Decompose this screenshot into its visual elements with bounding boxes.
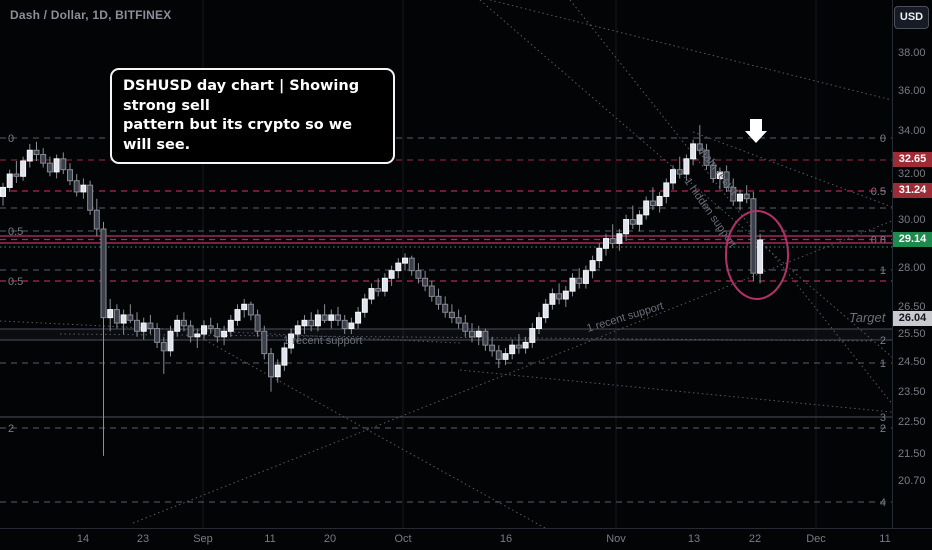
candlestick-series: [0, 125, 764, 456]
time-axis-tick: Oct: [394, 533, 412, 545]
time-axis-tick: 16: [499, 533, 513, 545]
last-price-tag: 29.14: [893, 232, 932, 248]
time-axis-tick: Sep: [193, 533, 213, 545]
price-axis-tick: 32.00: [898, 168, 926, 181]
drawing-text-label: Target: [849, 310, 887, 325]
time-axis-tick: 22: [748, 533, 762, 545]
time-axis-tick: 11: [264, 533, 276, 545]
time-axis-tick: 20: [323, 533, 337, 545]
down-arrow-marker[interactable]: [745, 119, 767, 143]
drawing-text-label: 1 recent support: [283, 335, 363, 347]
price-axis[interactable]: 38.00 36.00 34.00 32.00 30.00 28.00 26.50 25.50…: [892, 0, 932, 528]
price-axis-tick: 22.50: [898, 416, 926, 429]
price-axis-tick: 25.50: [898, 328, 926, 341]
resistance-price-tag: 32.65: [893, 151, 932, 167]
trendline: [459, 369, 892, 413]
time-axis-tick: Dec: [806, 533, 826, 545]
price-axis-tick: 34.00: [898, 125, 926, 138]
trendline: [132, 220, 892, 524]
sell-signal-circle[interactable]: [725, 210, 789, 300]
fib-level-label-right: 0.5: [871, 186, 886, 198]
fib-level-label-right: 0.8: [871, 235, 886, 247]
price-axis-tick: 30.00: [898, 213, 926, 226]
price-axis-tick: 26.50: [898, 300, 926, 313]
annotation-note-line1: DSHUSD day chart | Showing strong sell: [123, 78, 360, 114]
price-axis-tick: 23.50: [898, 385, 926, 398]
time-axis-tick: 23: [136, 533, 150, 545]
price-axis-tick: 38.00: [898, 47, 926, 59]
price-axis-tick: 20.70: [898, 474, 926, 487]
fib-level-label-right: 4: [880, 497, 886, 509]
resistance-price-tag: 31.24: [893, 183, 932, 198]
price-axis-tick: 36.00: [898, 85, 926, 98]
annotation-note-box[interactable]: DSHUSD day chart | Showing strong sell p…: [110, 68, 395, 165]
annotation-note-line2: pattern but its crypto so we will see.: [123, 117, 353, 153]
trendline: [204, 339, 546, 528]
target-price-tag: 26.04: [893, 311, 932, 327]
trendline: [489, 0, 892, 101]
price-axis-tick: 24.50: [898, 356, 926, 369]
target-zone: [0, 329, 892, 340]
trendline: [479, 0, 892, 358]
fib-level-label-right: 1: [880, 358, 886, 370]
fib-level-label-left: 0: [8, 133, 14, 145]
fib-level-label-right: 1: [880, 265, 886, 277]
trendline: [0, 320, 461, 344]
price-axis-tick: 28.00: [898, 262, 926, 275]
price-axis-tick: 21.50: [898, 448, 926, 461]
time-axis-tick: 14: [76, 533, 90, 545]
time-axis-tick: 13: [687, 533, 701, 545]
chart-canvas[interactable]: 0 0 0.5 0.5 0.8 1 0.5 2 1 3 2 2 4 main resist 1 hidden…: [0, 0, 892, 528]
time-axis-tick: 11: [879, 533, 891, 545]
fib-level-label-left: 2: [8, 423, 14, 435]
fib-level-label-left: 0.5: [8, 226, 23, 238]
currency-toggle-button[interactable]: USD: [894, 6, 929, 29]
fib-level-label-left: 0.5: [8, 276, 23, 288]
time-axis-tick: Nov: [606, 533, 626, 545]
fib-level-label-right: 0: [880, 133, 886, 145]
fib-level-label-right: 3: [880, 412, 886, 424]
fib-level-label-right: 2: [880, 335, 886, 347]
symbol-title[interactable]: Dash / Dollar, 1D, BITFINEX: [10, 8, 172, 22]
trendline: [569, 0, 892, 405]
time-axis[interactable]: 14 23 Sep 11 20 Oct 16 Nov 13 22 Dec 11: [0, 528, 932, 550]
fib-level-label-right: 2: [880, 423, 886, 435]
